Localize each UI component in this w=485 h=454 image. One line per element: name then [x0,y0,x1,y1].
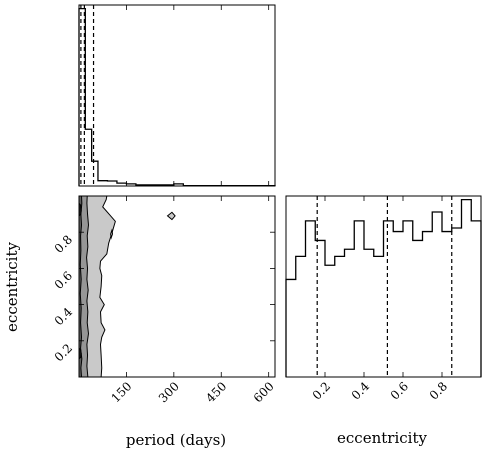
contour-level-2 [78,195,83,378]
eccentricity-y-tick-label-3: 0.8 [52,232,75,255]
period-tick-label-1: 300 [156,379,182,405]
panel-frame-2d [78,195,276,378]
contour-levels [78,195,116,378]
contour-island-0 [166,211,176,221]
panel-eccentricity-histogram: 0.2 0.4 0.6 0.8 [285,195,482,403]
period-axis-label: period (days) [126,431,226,449]
period-quantile-lines [80,5,95,186]
period-histogram-steps [78,7,276,187]
panel-period-histogram [78,4,276,187]
contour-island-1 [110,228,114,240]
eccentricity-x-tick-label-3: 0.8 [427,379,450,402]
eccentricity-x-tick-label-0: 0.2 [310,379,333,402]
eccentricity-quantile-lines [316,196,453,377]
eccentricity-y-tick-label-0: 0.2 [52,341,75,364]
eccentricity-histogram-ticks: 0.2 0.4 0.6 0.8 [310,196,450,403]
period-tick-label-3: 600 [251,379,277,405]
eccentricity-y-tick-label-2: 0.6 [52,269,75,292]
eccentricity-x-axis-label: eccentricity [337,429,427,447]
period-histogram-ticks [126,5,270,186]
panel-frame-period-hist [78,4,276,187]
period-tick-label-0: 150 [108,379,134,405]
contour-islands [110,211,176,240]
panel-2d-contour: 150 300 450 600 0.2 0.4 0.6 0.8 [52,195,277,405]
eccentricity-x-tick-label-2: 0.6 [388,379,411,402]
eccentricity-x-tick-label-1: 0.4 [349,379,373,403]
eccentricity-y-tick-label-1: 0.4 [52,305,76,329]
eccentricity-y-axis-label: eccentricity [3,242,21,332]
eccentricity-histogram-steps [285,198,482,377]
period-tick-label-2: 450 [203,379,229,405]
